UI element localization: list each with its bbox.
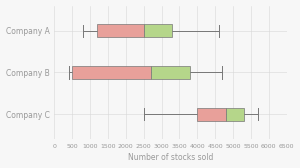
Bar xyxy=(144,24,172,37)
Bar xyxy=(226,108,244,121)
Bar xyxy=(197,108,226,121)
Bar xyxy=(97,24,144,37)
Bar xyxy=(151,66,190,79)
X-axis label: Number of stocks sold: Number of stocks sold xyxy=(128,153,213,162)
Bar xyxy=(72,66,151,79)
